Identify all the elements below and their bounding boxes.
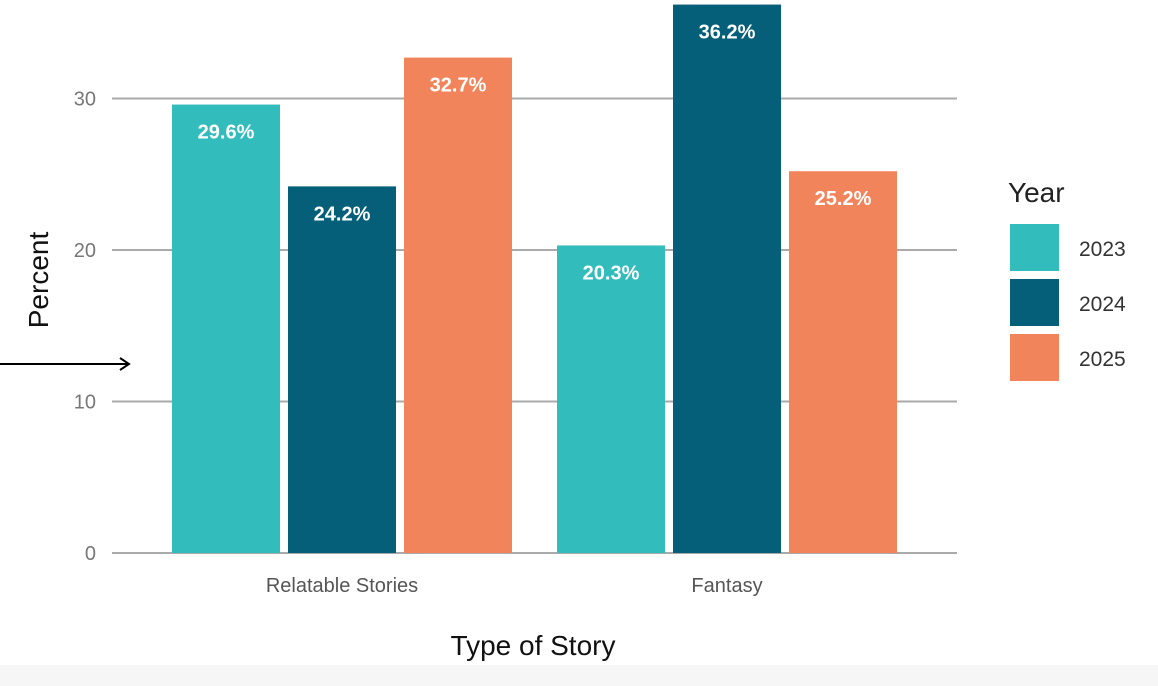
data-label: 20.3% <box>583 262 640 284</box>
data-label: 36.2% <box>699 22 756 44</box>
y-tick-label: 30 <box>74 89 96 111</box>
arrow-annotation <box>0 357 131 371</box>
bar-2025-0 <box>404 57 512 553</box>
data-label: 32.7% <box>430 75 487 97</box>
x-axis-label: Type of Story <box>451 630 616 661</box>
legend-label: 2025 <box>1079 348 1126 371</box>
legend-swatch-2025 <box>1010 334 1059 381</box>
legend-label: 2024 <box>1079 293 1126 316</box>
legend-swatch-2024 <box>1010 279 1059 326</box>
y-tick-label: 10 <box>74 392 96 414</box>
y-tick-label: 0 <box>85 543 96 565</box>
x-tick-label: Relatable Stories <box>266 575 418 597</box>
data-label: 29.6% <box>198 122 255 144</box>
legend-swatch-2023 <box>1010 224 1059 271</box>
bar-2024-0 <box>288 186 396 553</box>
y-tick-label: 20 <box>74 240 96 262</box>
bottom-strip <box>0 665 1158 686</box>
legend-title: Year <box>1008 177 1065 208</box>
bar-2023-1 <box>557 245 665 553</box>
bar-2023-0 <box>172 104 280 553</box>
x-tick-label: Fantasy <box>691 575 762 597</box>
data-label: 24.2% <box>314 203 371 225</box>
data-label: 25.2% <box>815 188 872 210</box>
legend-label: 2023 <box>1079 238 1126 261</box>
bar-2024-1 <box>673 4 781 553</box>
y-axis-label: Percent <box>23 232 54 329</box>
bar-2025-1 <box>789 171 897 553</box>
